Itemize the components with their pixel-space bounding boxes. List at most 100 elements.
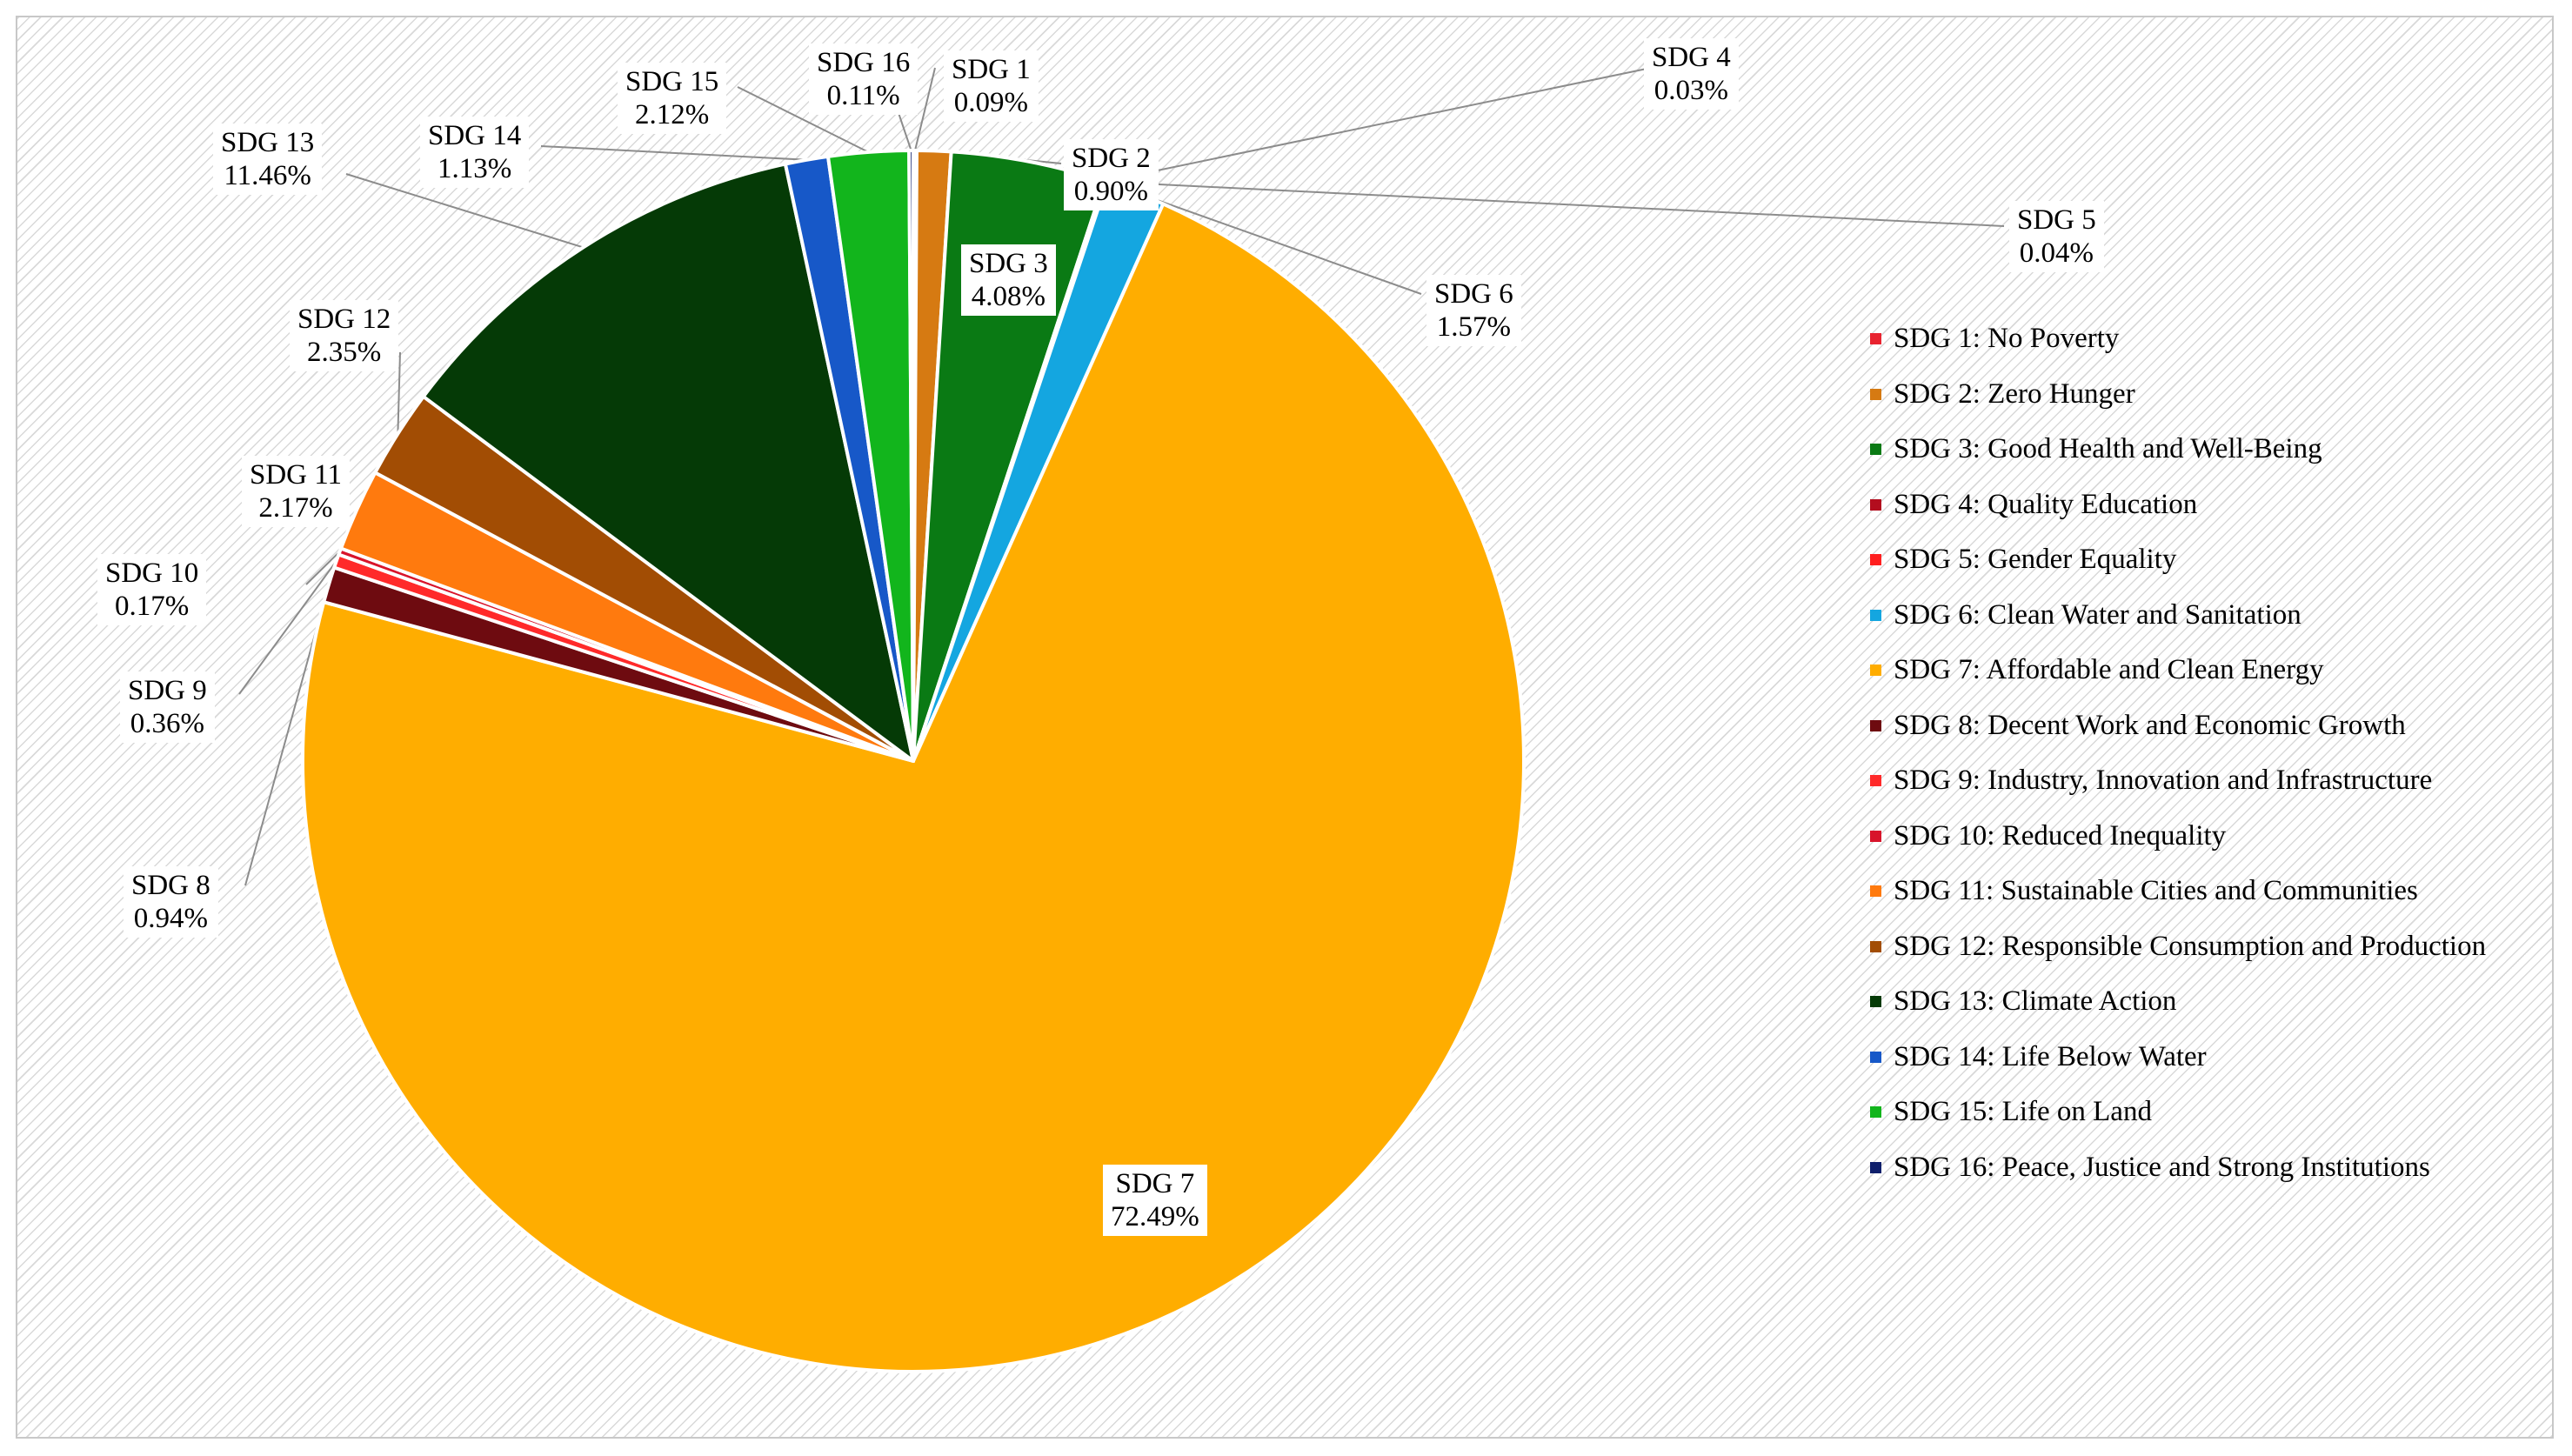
legend-label: SDG 7: Affordable and Clean Energy (1894, 654, 2324, 686)
leader-line-sdg6 (1134, 191, 1422, 295)
data-label-name: SDG 5 (2017, 204, 2096, 236)
data-label-sdg4: SDG 4 0.03% (1644, 38, 1739, 110)
legend-swatch (1870, 1161, 1881, 1173)
leader-line-sdg5 (1106, 181, 2005, 227)
legend-swatch (1870, 609, 1881, 621)
leader-line-sdg12 (397, 351, 401, 434)
legend-swatch (1870, 498, 1881, 511)
legend-label: SDG 16: Peace, Justice and Strong Instit… (1894, 1151, 2430, 1183)
legend-item-sdg4: SDG 4: Quality Education (1870, 478, 2486, 533)
legend-item-sdg7: SDG 7: Affordable and Clean Energy (1870, 643, 2486, 698)
legend-label: SDG 3: Good Health and Well-Being (1894, 433, 2322, 465)
data-label-name: SDG 2 (1072, 143, 1151, 174)
legend-item-sdg1: SDG 1: No Poverty (1870, 311, 2486, 367)
legend-swatch (1870, 388, 1881, 400)
data-label-name: SDG 1 (952, 54, 1031, 85)
legend-item-sdg13: SDG 13: Climate Action (1870, 974, 2486, 1030)
data-label-sdg2: SDG 2 0.90% (1064, 139, 1159, 210)
chart-area: SDG 1 0.09% SDG 2 0.90% SDG 3 4.08% SDG … (16, 16, 2554, 1439)
data-label-name: SDG 4 (1652, 42, 1731, 73)
legend-swatch (1870, 554, 1881, 566)
data-label-sdg3: SDG 3 4.08% (961, 244, 1056, 316)
data-label-name: SDG 13 (221, 127, 315, 158)
pie-chart (238, 67, 2005, 1373)
leader-line-sdg9 (238, 560, 337, 695)
leader-line-sdg14 (540, 145, 807, 161)
legend-swatch (1870, 996, 1881, 1008)
data-label-value: 0.90% (1073, 176, 1149, 207)
data-label-name: SDG 15 (625, 66, 719, 97)
data-label-name: SDG 11 (250, 459, 343, 491)
pie-slice-sdg13 (421, 162, 915, 763)
data-label-value: 1.13% (438, 153, 512, 184)
data-label-value: 0.17% (115, 591, 190, 622)
legend-label: SDG 4: Quality Education (1894, 488, 2198, 520)
legend-label: SDG 10: Reduced Inequality (1894, 819, 2227, 852)
data-label-value: 4.08% (971, 281, 1046, 312)
legend-item-sdg11: SDG 11: Sustainable Cities and Communiti… (1870, 864, 2486, 919)
legend-swatch (1870, 1051, 1881, 1063)
data-label-value: 0.36% (130, 708, 205, 739)
data-label-name: SDG 6 (1434, 278, 1513, 310)
legend: SDG 1: No Poverty SDG 2: Zero Hunger SDG… (1870, 311, 2486, 1195)
legend-label: SDG 1: No Poverty (1894, 323, 2120, 355)
legend-label: SDG 14: Life Below Water (1894, 1040, 2207, 1072)
legend-label: SDG 5: Gender Equality (1894, 544, 2177, 576)
data-label-sdg16: SDG 16 0.11% (809, 43, 919, 115)
legend-item-sdg6: SDG 6: Clean Water and Sanitation (1870, 588, 2486, 644)
data-label-sdg14: SDG 14 1.13% (420, 117, 530, 188)
legend-item-sdg16: SDG 16: Peace, Justice and Strong Instit… (1870, 1140, 2486, 1196)
legend-swatch (1870, 665, 1881, 677)
data-label-name: SDG 16 (817, 47, 911, 78)
data-label-value: 0.09% (953, 87, 1029, 118)
data-label-value: 0.94% (133, 903, 209, 934)
data-label-sdg5: SDG 5 0.04% (2009, 201, 2104, 272)
data-label-name: SDG 3 (969, 248, 1048, 279)
legend-label: SDG 12: Responsible Consumption and Prod… (1894, 930, 2487, 962)
leader-line-sdg15 (737, 86, 869, 153)
data-label-value: 2.17% (258, 492, 333, 524)
data-label-sdg6: SDG 6 1.57% (1426, 275, 1521, 346)
pie-slice-sdg7 (301, 202, 1526, 1373)
legend-item-sdg14: SDG 14: Life Below Water (1870, 1030, 2486, 1085)
legend-swatch (1870, 1106, 1881, 1119)
legend-swatch (1870, 333, 1881, 345)
legend-item-sdg9: SDG 9: Industry, Innovation and Infrastr… (1870, 753, 2486, 809)
data-label-sdg15: SDG 15 2.12% (618, 63, 727, 134)
legend-item-sdg3: SDG 3: Good Health and Well-Being (1870, 422, 2486, 478)
legend-swatch (1870, 885, 1881, 898)
leader-line-sdg13 (345, 173, 584, 249)
legend-item-sdg5: SDG 5: Gender Equality (1870, 532, 2486, 588)
leader-line-sdg10 (305, 551, 341, 585)
legend-swatch (1870, 940, 1881, 952)
legend-item-sdg8: SDG 8: Decent Work and Economic Growth (1870, 698, 2486, 754)
data-label-value: 2.12% (635, 99, 710, 130)
data-label-sdg12: SDG 12 2.35% (290, 300, 399, 371)
data-label-sdg13: SDG 13 11.46% (213, 124, 323, 195)
data-label-sdg9: SDG 9 0.36% (120, 671, 215, 743)
legend-swatch (1870, 775, 1881, 787)
data-label-value: 72.49% (1111, 1201, 1199, 1232)
data-label-name: SDG 10 (105, 558, 199, 589)
legend-label: SDG 13: Climate Action (1894, 985, 2177, 1018)
data-label-sdg7: SDG 7 72.49% (1103, 1165, 1207, 1236)
legend-label: SDG 9: Industry, Innovation and Infrastr… (1894, 765, 2433, 797)
data-label-name: SDG 9 (128, 675, 207, 706)
legend-swatch (1870, 719, 1881, 731)
data-label-name: SDG 8 (131, 870, 210, 901)
legend-label: SDG 11: Sustainable Cities and Communiti… (1894, 875, 2418, 907)
leader-line-sdg4 (1105, 67, 1652, 183)
data-label-sdg11: SDG 11 2.17% (242, 456, 351, 527)
data-label-value: 0.04% (2019, 237, 2094, 269)
legend-label: SDG 15: Life on Land (1894, 1096, 2152, 1128)
legend-swatch (1870, 444, 1881, 456)
data-label-name: SDG 7 (1115, 1168, 1195, 1199)
legend-item-sdg12: SDG 12: Responsible Consumption and Prod… (1870, 919, 2486, 975)
data-label-value: 1.57% (1436, 311, 1512, 343)
legend-item-sdg10: SDG 10: Reduced Inequality (1870, 809, 2486, 865)
leader-line-sdg1 (914, 67, 936, 151)
data-label-value: 0.03% (1653, 75, 1729, 106)
data-label-sdg1: SDG 1 0.09% (944, 50, 1039, 122)
data-label-value: 2.35% (307, 337, 382, 368)
legend-item-sdg2: SDG 2: Zero Hunger (1870, 367, 2486, 423)
